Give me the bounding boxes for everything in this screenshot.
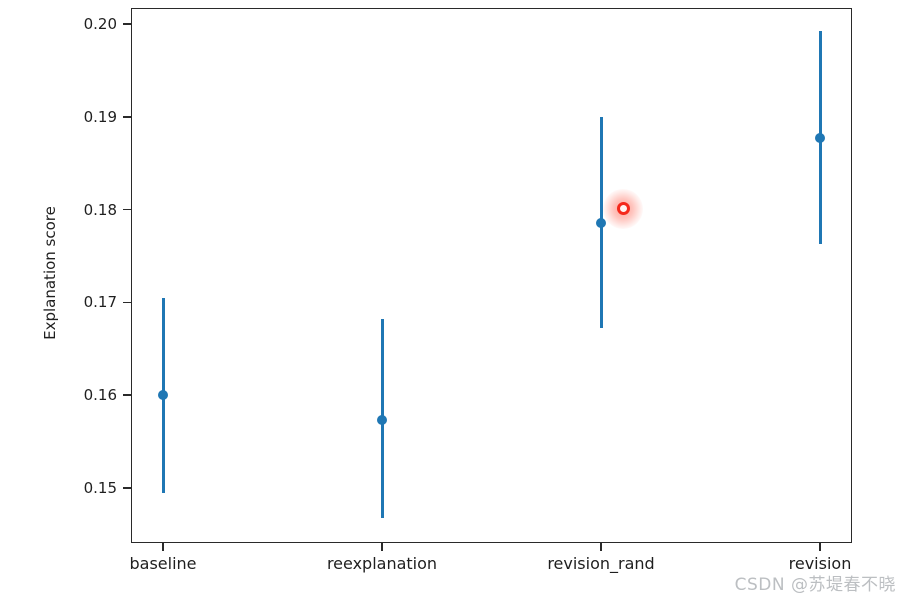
y-tick-mark — [123, 208, 131, 211]
watermark: CSDN @苏堤春不晓 — [734, 575, 896, 595]
y-tick-mark — [123, 394, 131, 397]
data-point-marker — [158, 390, 168, 401]
y-tick-label: 0.20 — [83, 14, 117, 33]
y-tick-label: 0.18 — [83, 200, 117, 219]
y-tick-label: 0.17 — [83, 293, 117, 312]
y-tick-label: 0.16 — [83, 386, 117, 405]
data-point-marker — [377, 415, 387, 426]
click-ring-icon — [616, 202, 630, 216]
y-tick-mark — [123, 301, 131, 304]
y-tick-label: 0.19 — [83, 107, 117, 126]
x-tick-mark — [162, 543, 164, 551]
y-axis-label: Explanation score — [41, 206, 59, 340]
y-tick-label: 0.15 — [83, 479, 117, 498]
data-point-marker — [815, 133, 825, 144]
x-tick-mark — [819, 543, 821, 551]
y-tick-mark — [123, 22, 131, 25]
x-tick-mark — [381, 543, 383, 551]
x-tick-label: revision_rand — [547, 554, 655, 573]
plot-area — [131, 8, 852, 543]
x-tick-label: revision — [788, 554, 852, 573]
y-tick-mark — [123, 115, 131, 118]
x-tick-label: baseline — [129, 554, 197, 573]
x-tick-label: reexplanation — [326, 554, 438, 573]
x-tick-mark — [600, 543, 602, 551]
data-point-marker — [596, 217, 606, 228]
y-tick-mark — [123, 487, 131, 490]
